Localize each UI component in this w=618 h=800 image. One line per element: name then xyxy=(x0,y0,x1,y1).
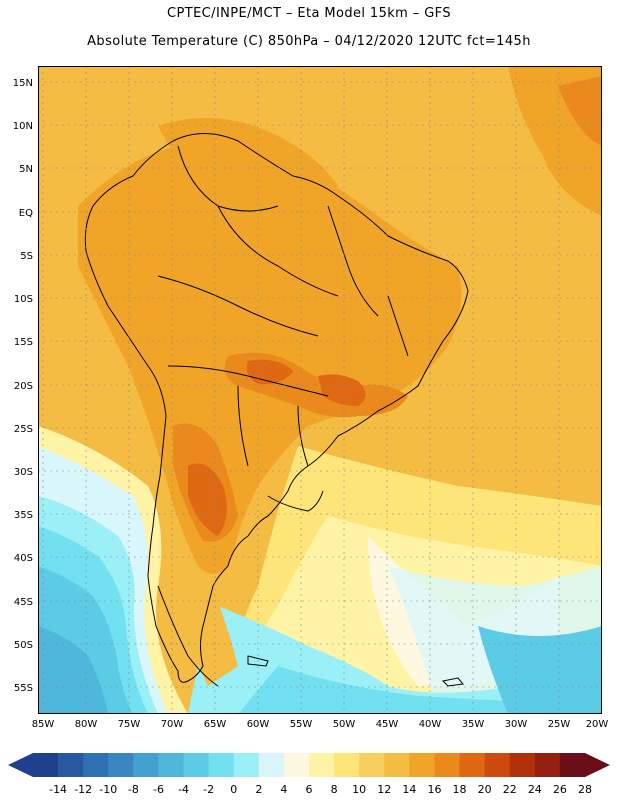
lon-label: 80W xyxy=(75,719,98,730)
lon-label: 65W xyxy=(204,719,227,730)
colorbar-cells xyxy=(33,753,586,777)
colorbar-cell xyxy=(233,753,260,777)
coastlines xyxy=(84,133,469,687)
colorbar-tick-label: 2 xyxy=(255,783,262,796)
temperature-map xyxy=(38,66,602,714)
lon-label: 25W xyxy=(548,719,571,730)
map-title-line-1: CPTEC/INPE/MCT – Eta Model 15km – GFS xyxy=(167,6,451,21)
colorbar-tick-label: 8 xyxy=(331,783,338,796)
colorbar-tick-label: 18 xyxy=(453,783,467,796)
map-title-line-2: Absolute Temperature (C) 850hPa – 04/12/… xyxy=(87,34,531,49)
colorbar-cell xyxy=(108,753,134,777)
lon-label: 45W xyxy=(376,719,399,730)
colorbar-cell xyxy=(484,753,511,777)
colorbar-cell xyxy=(33,753,59,777)
colorbar-cell xyxy=(283,753,310,777)
lon-label: 55W xyxy=(290,719,313,730)
colorbar-tick-label: 24 xyxy=(528,783,542,796)
colorbar-cell xyxy=(559,753,586,777)
colorbar-cell xyxy=(359,753,385,777)
lon-label: 20W xyxy=(586,719,609,730)
colorbar-high-arrow xyxy=(585,753,610,777)
lat-label: 10N xyxy=(13,121,33,132)
colorbar-cell xyxy=(258,753,285,777)
lon-label: 60W xyxy=(247,719,270,730)
colorbar-tick-label: -10 xyxy=(99,783,117,796)
colorbar-cell xyxy=(334,753,360,777)
colorbar-cell xyxy=(509,753,536,777)
lon-label: 40W xyxy=(419,719,442,730)
colorbar-cell xyxy=(459,753,485,777)
colorbar-tick-label: -2 xyxy=(203,783,214,796)
colorbar-cell xyxy=(158,753,184,777)
colorbar-tick-label: 14 xyxy=(402,783,416,796)
colorbar-cell xyxy=(384,753,410,777)
colorbar-tick-label: 26 xyxy=(553,783,567,796)
colorbar-tick-label: -8 xyxy=(128,783,139,796)
lat-label: 50S xyxy=(14,640,33,651)
colorbar-cell xyxy=(434,753,460,777)
lon-label: 75W xyxy=(118,719,141,730)
colorbar-tick-label: 4 xyxy=(280,783,287,796)
lat-label: 10S xyxy=(14,294,33,305)
latitude-axis: 15N 10N 5N EQ 5S 10S 15S 20S 25S 30S 35S… xyxy=(13,78,33,694)
colorbar-tick-label: 12 xyxy=(377,783,391,796)
lat-label: 5N xyxy=(19,164,33,175)
map-frame xyxy=(38,66,602,714)
colorbar-tick-label: -4 xyxy=(178,783,189,796)
colorbar-labels: -14 -12 -10 -8 -6 -4 -2 0 2 4 6 8 10 12 14 16 18 20 22 24 26… xyxy=(49,783,592,796)
graticule xyxy=(38,66,602,714)
lon-label: 50W xyxy=(333,719,356,730)
lat-label: 15S xyxy=(14,337,33,348)
colorbar-cell xyxy=(83,753,109,777)
colorbar-tick-label: -14 xyxy=(49,783,67,796)
lon-label: 70W xyxy=(161,719,184,730)
lat-label: 15N xyxy=(13,78,33,89)
colorbar-tick-label: 10 xyxy=(352,783,366,796)
colorbar-cell xyxy=(309,753,335,777)
lat-label: EQ xyxy=(19,208,33,219)
lat-label: 35S xyxy=(14,510,33,521)
lat-label: 25S xyxy=(14,424,33,435)
colorbar-cell xyxy=(133,753,159,777)
colorbar-low-arrow xyxy=(8,753,33,777)
colorbar-tick-label: 22 xyxy=(503,783,517,796)
colorbar-cell xyxy=(208,753,235,777)
colorbar-tick-label: 20 xyxy=(478,783,492,796)
colorbar: -14 -12 -10 -8 -6 -4 -2 0 2 4 6 8 10 12 14 16 18 20 22 24 26… xyxy=(8,753,610,796)
lon-label: 35W xyxy=(462,719,485,730)
lat-label: 40S xyxy=(14,553,33,564)
lon-label: 30W xyxy=(505,719,528,730)
colorbar-tick-label: -12 xyxy=(74,783,92,796)
colorbar-tick-label: 6 xyxy=(306,783,313,796)
lat-label: 20S xyxy=(14,381,33,392)
colorbar-cell xyxy=(183,753,209,777)
lat-label: 5S xyxy=(20,251,33,262)
colorbar-tick-label: 0 xyxy=(230,783,237,796)
colorbar-cell xyxy=(534,753,561,777)
lat-label: 55S xyxy=(14,683,33,694)
lat-label: 30S xyxy=(14,467,33,478)
colorbar-cell xyxy=(409,753,435,777)
colorbar-tick-label: 16 xyxy=(427,783,441,796)
colorbar-cell xyxy=(58,753,84,777)
shaded-field xyxy=(38,66,602,714)
lon-label: 85W xyxy=(32,719,55,730)
colorbar-tick-label: -6 xyxy=(153,783,164,796)
longitude-axis: 85W 80W 75W 70W 65W 60W 55W 50W 45W 40W … xyxy=(32,719,609,730)
lat-label: 45S xyxy=(14,597,33,608)
colorbar-tick-label: 28 xyxy=(578,783,592,796)
